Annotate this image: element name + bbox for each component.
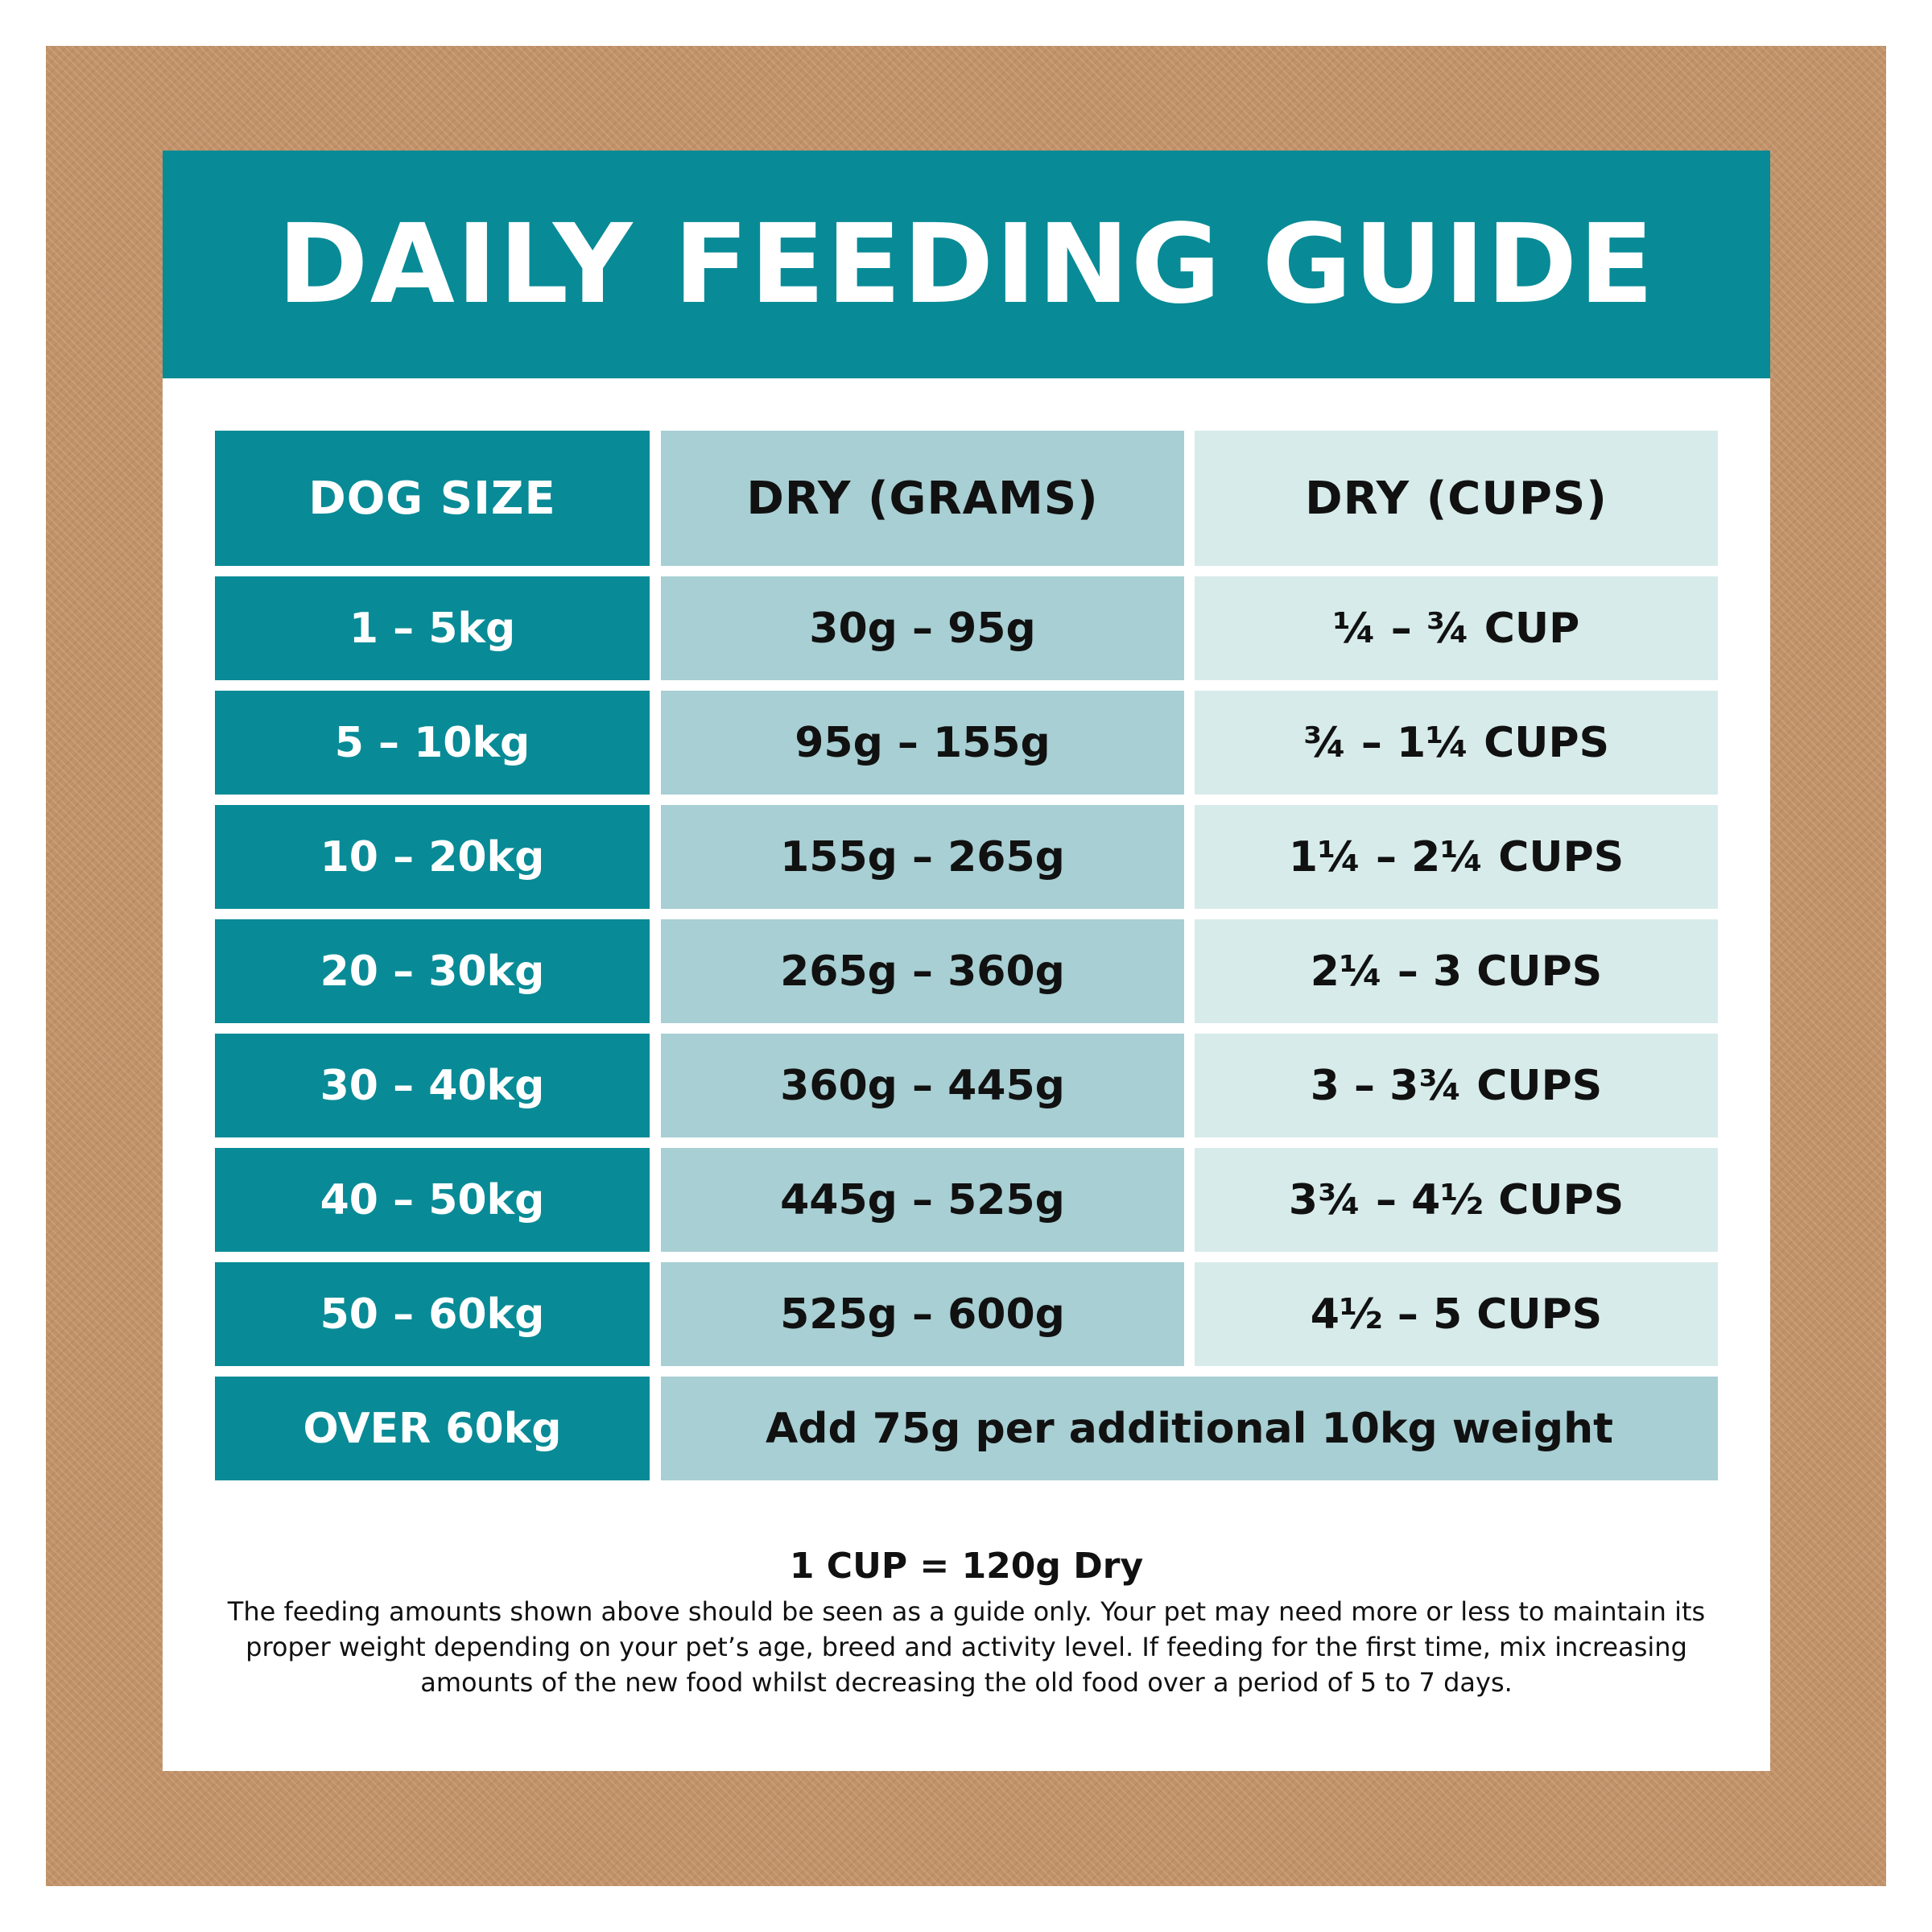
table-cell-cups: 1¼ – 2¼ CUPS xyxy=(1195,805,1718,909)
table-cell-cups: ¼ – ¾ CUP xyxy=(1195,576,1718,680)
table-cell-size: 1 – 5kg xyxy=(215,576,650,680)
table-cell-cups: 4½ – 5 CUPS xyxy=(1195,1262,1718,1366)
table-cell-cups: 3 – 3¾ CUPS xyxy=(1195,1034,1718,1137)
table-cell-size: 5 – 10kg xyxy=(215,691,650,795)
table-cell-size: 20 – 30kg xyxy=(215,919,650,1023)
table-cell-additional-weight-note: Add 75g per additional 10kg weight xyxy=(661,1377,1718,1480)
table-cell-cups: ¾ – 1¼ CUPS xyxy=(1195,691,1718,795)
table-cell-grams: 95g – 155g xyxy=(661,691,1184,795)
table-cell-size: 50 – 60kg xyxy=(215,1262,650,1366)
page-title: DAILY FEEDING GUIDE xyxy=(277,200,1656,328)
table-cell-size: 40 – 50kg xyxy=(215,1148,650,1252)
header-dry-cups: DRY (CUPS) xyxy=(1195,431,1718,566)
table-cell-grams: 265g – 360g xyxy=(661,919,1184,1023)
table-cell-cups: 3¾ – 4½ CUPS xyxy=(1195,1148,1718,1252)
title-banner: DAILY FEEDING GUIDE xyxy=(163,151,1770,378)
table-cell-size-over-60: OVER 60kg xyxy=(215,1377,650,1480)
cup-conversion: 1 CUP = 120g Dry xyxy=(789,1546,1144,1587)
feeding-disclaimer: The feeding amounts shown above should b… xyxy=(227,1596,1706,1698)
table-cell-grams: 525g – 600g xyxy=(661,1262,1184,1366)
header-dry-grams: DRY (GRAMS) xyxy=(661,431,1184,566)
table-cell-grams: 445g – 525g xyxy=(661,1148,1184,1252)
feeding-guide-panel: DAILY FEEDING GUIDE DOG SIZE DRY (GRAMS)… xyxy=(163,151,1770,1771)
table-cell-grams: 360g – 445g xyxy=(661,1034,1184,1137)
table-cell-size: 10 – 20kg xyxy=(215,805,650,909)
table-cell-size: 30 – 40kg xyxy=(215,1034,650,1137)
table-cell-grams: 30g – 95g xyxy=(661,576,1184,680)
table-cell-cups: 2¼ – 3 CUPS xyxy=(1195,919,1718,1023)
table-cell-grams: 155g – 265g xyxy=(661,805,1184,909)
header-dog-size: DOG SIZE xyxy=(215,431,650,566)
